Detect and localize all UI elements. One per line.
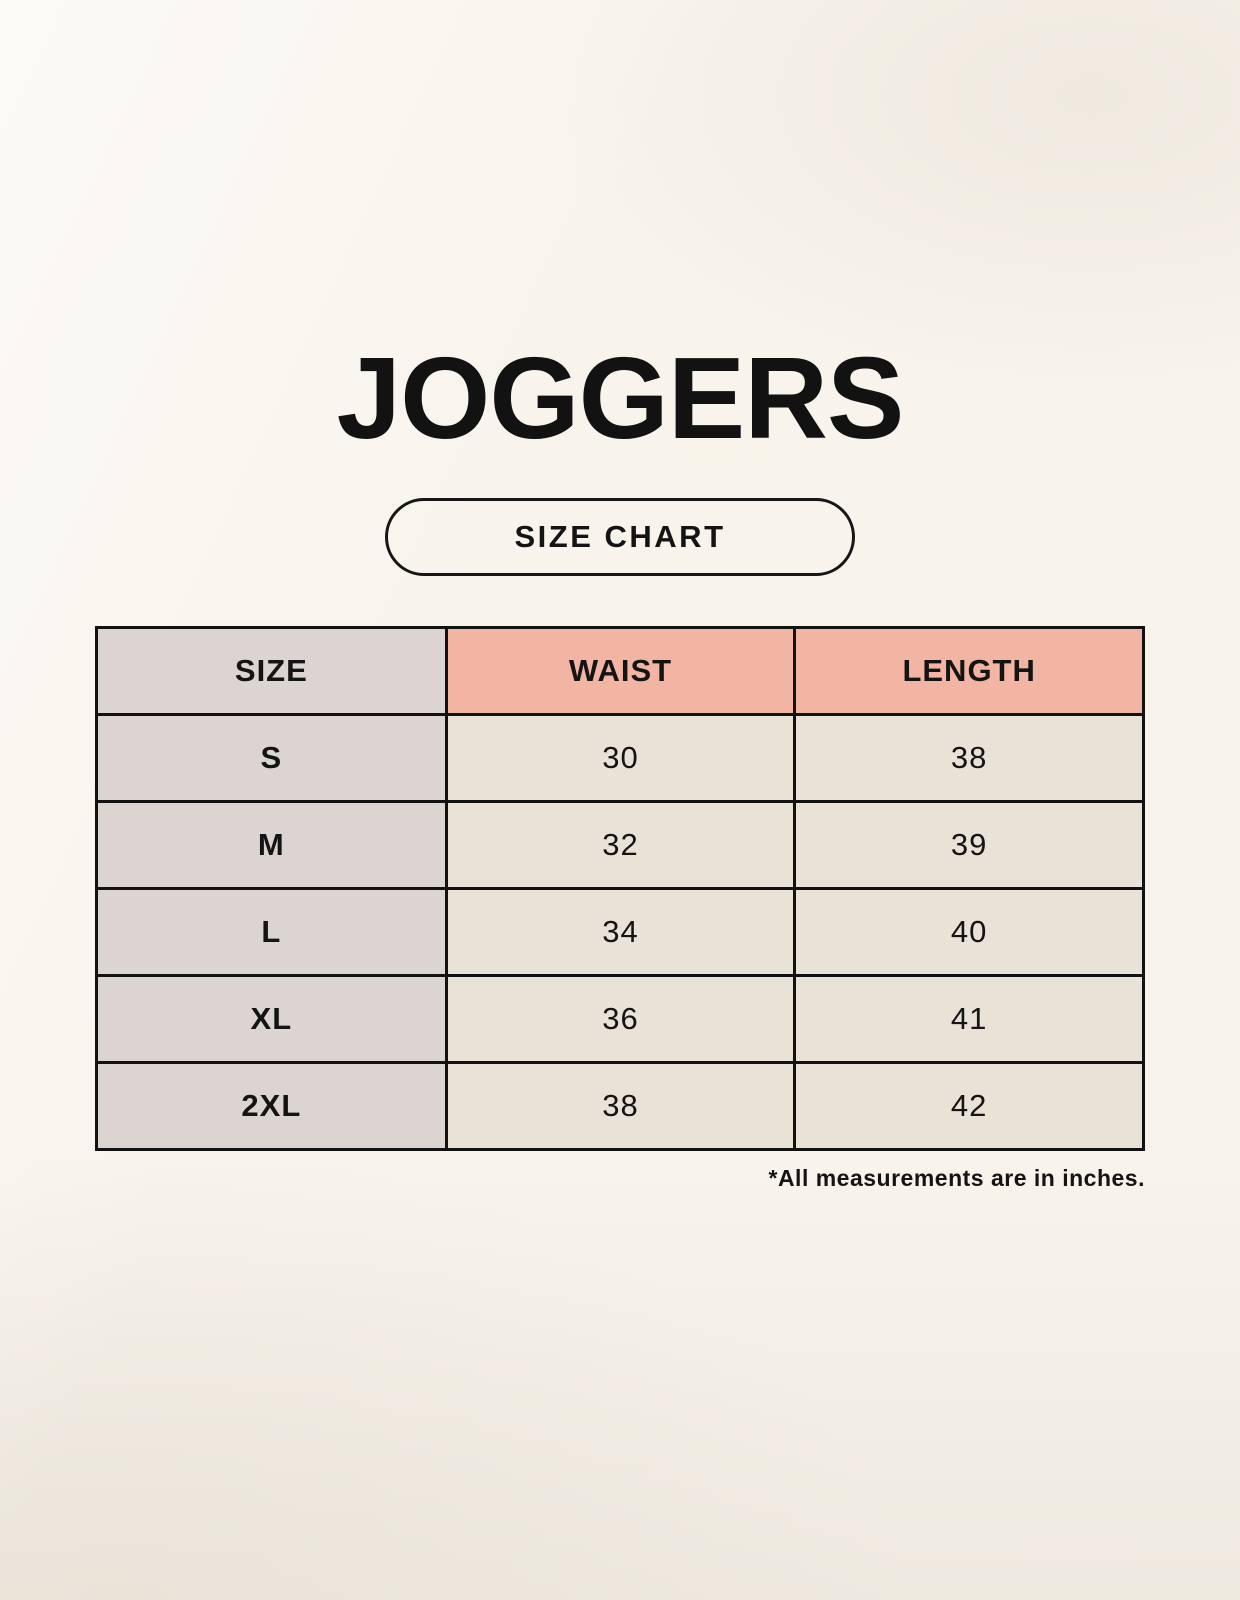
waist-value: 36 <box>444 974 797 1064</box>
table-row-l: L 34 40 <box>95 887 1145 977</box>
table-row-s: S 30 38 <box>95 713 1145 803</box>
size-label: XL <box>95 974 448 1064</box>
table-header-row: SIZE WAIST LENGTH <box>95 626 1145 716</box>
waist-value: 34 <box>444 887 797 977</box>
size-label: L <box>95 887 448 977</box>
size-label: 2XL <box>95 1061 448 1151</box>
length-value: 41 <box>793 974 1145 1064</box>
size-table: SIZE WAIST LENGTH S 30 38 M 32 39 L 34 4… <box>95 626 1145 1151</box>
header-cell-size: SIZE <box>95 626 448 716</box>
waist-value: 30 <box>444 713 797 803</box>
header-cell-length: LENGTH <box>793 626 1145 716</box>
header-cell-waist: WAIST <box>444 626 797 716</box>
measurements-footnote: *All measurements are in inches. <box>768 1165 1145 1191</box>
size-label: M <box>95 800 448 890</box>
length-value: 39 <box>793 800 1145 890</box>
size-chart-badge: SIZE CHART <box>385 498 855 576</box>
table-row-2xl: 2XL 38 42 <box>95 1061 1145 1151</box>
waist-value: 32 <box>444 800 797 890</box>
length-value: 42 <box>793 1061 1145 1151</box>
waist-value: 38 <box>444 1061 797 1151</box>
length-value: 40 <box>793 887 1145 977</box>
size-chart-badge-label: SIZE CHART <box>514 519 726 554</box>
length-value: 38 <box>793 713 1145 803</box>
table-row-xl: XL 36 41 <box>95 974 1145 1064</box>
size-label: S <box>95 713 448 803</box>
page-title: JOGGERS <box>336 333 905 463</box>
table-row-m: M 32 39 <box>95 800 1145 890</box>
